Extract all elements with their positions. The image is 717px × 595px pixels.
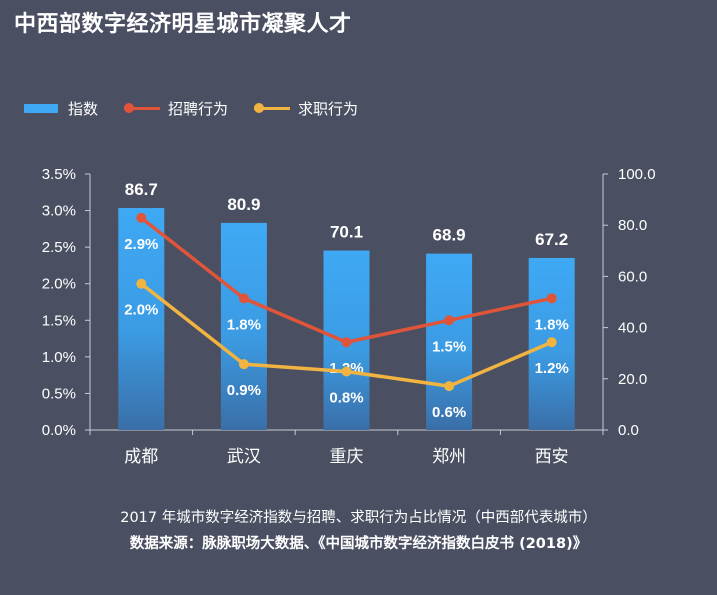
- bar-value-label: 67.2: [535, 230, 568, 249]
- y-left-tick-label: 0.5%: [42, 385, 76, 402]
- legend-item-recruit[interactable]: 招聘行为: [124, 98, 228, 119]
- y-right-tick-label: 100.0: [618, 166, 656, 183]
- series-point: [238, 293, 249, 304]
- series-point-label: 1.8%: [535, 316, 569, 333]
- series-point: [136, 278, 147, 289]
- x-tick-label: 郑州: [432, 447, 466, 467]
- legend-bar-swatch: [24, 103, 58, 113]
- legend-item-jobseek[interactable]: 求职行为: [254, 98, 358, 119]
- bar-value-label: 68.9: [433, 226, 466, 245]
- bar-value-label: 70.1: [330, 223, 363, 242]
- series-point: [546, 337, 557, 348]
- legend-item-index[interactable]: 指数: [24, 98, 98, 119]
- series-point-label: 2.0%: [124, 302, 158, 319]
- y-right-tick-label: 0.0: [618, 422, 639, 439]
- bar: [426, 253, 473, 430]
- series-point: [546, 293, 557, 304]
- series-point-label: 1.8%: [227, 316, 261, 333]
- series-point-label: 1.5%: [432, 338, 466, 355]
- bar: [220, 222, 267, 430]
- caption-line-2: 数据来源：脉脉职场大数据、《中国城市数字经济指数白皮书 (2018)》: [129, 536, 588, 552]
- x-tick-label: 西安: [535, 447, 569, 467]
- chart-title: 中西部数字经济明星城市凝聚人才: [14, 12, 352, 37]
- bar-value-label: 86.7: [125, 180, 158, 199]
- legend-label-recruit: 招聘行为: [168, 99, 229, 118]
- bar-value-label: 80.9: [227, 195, 260, 214]
- series-point: [341, 366, 352, 377]
- series-point: [136, 212, 147, 223]
- series-point: [238, 359, 249, 370]
- y-left-tick-label: 2.0%: [42, 276, 76, 293]
- x-tick-label: 武汉: [227, 447, 261, 467]
- y-left-tick-label: 3.5%: [42, 166, 76, 183]
- y-right-tick-label: 20.0: [618, 371, 647, 388]
- bar: [118, 208, 165, 430]
- series-point: [444, 381, 455, 392]
- y-left-tick-label: 2.5%: [42, 239, 76, 256]
- y-right-tick-label: 60.0: [618, 268, 647, 285]
- legend-line-jobseek-swatch: [254, 101, 291, 115]
- series-point-label: 1.2%: [535, 360, 569, 377]
- y-left-tick-label: 1.0%: [42, 349, 76, 366]
- series-point-label: 0.9%: [227, 382, 261, 399]
- y-right-tick-label: 80.0: [618, 217, 647, 234]
- series-point: [444, 315, 455, 326]
- series-point-label: 2.9%: [124, 236, 158, 253]
- legend-label-jobseek: 求职行为: [298, 99, 359, 118]
- chart-legend: 指数 招聘行为 求职行为: [24, 98, 384, 118]
- legend-line-recruit-swatch: [124, 101, 161, 115]
- series-point-label: 0.6%: [432, 404, 466, 421]
- y-left-tick-label: 0.0%: [42, 422, 76, 439]
- series-point-label: 0.8%: [329, 389, 363, 406]
- caption-line-1: 2017 年城市数字经济指数与招聘、求职行为占比情况（中西部代表城市）: [120, 510, 597, 526]
- y-right-tick-label: 40.0: [618, 320, 647, 337]
- y-left-tick-label: 3.0%: [42, 203, 76, 220]
- series-point: [341, 337, 352, 348]
- x-tick-label: 重庆: [330, 447, 364, 467]
- x-tick-label: 成都: [124, 447, 158, 467]
- y-left-tick-label: 1.5%: [42, 312, 76, 329]
- legend-label-index: 指数: [68, 99, 99, 118]
